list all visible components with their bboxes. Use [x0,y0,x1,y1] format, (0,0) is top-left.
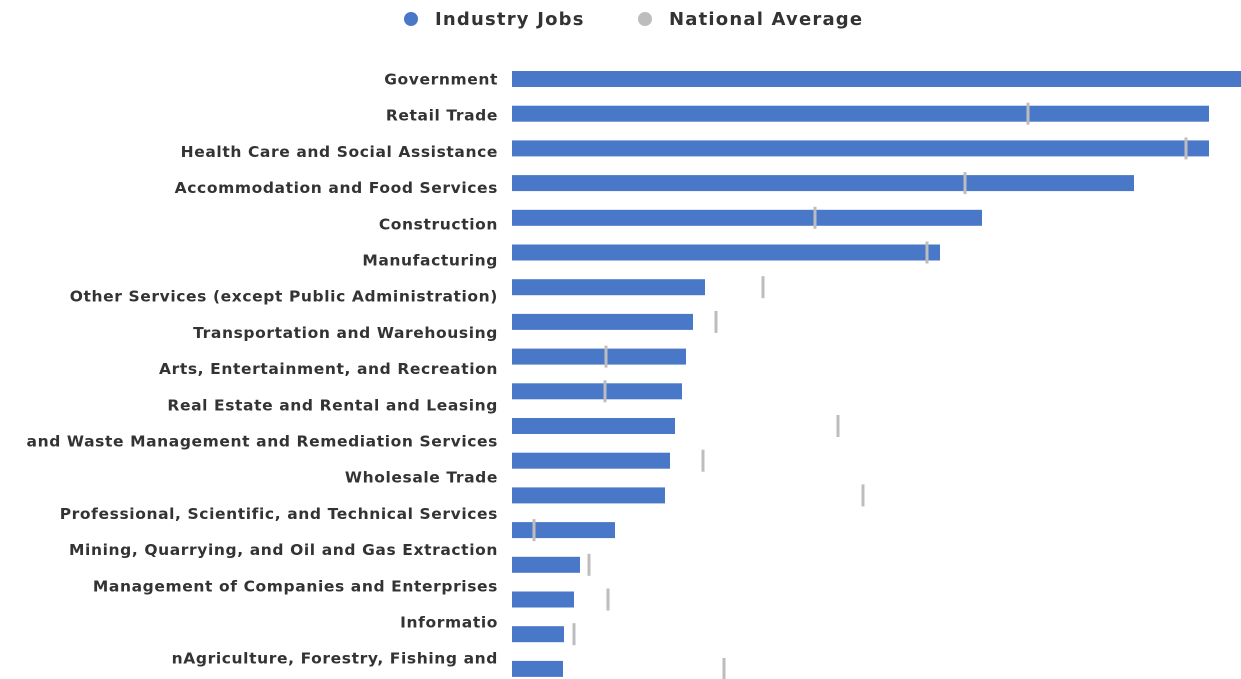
legend-swatch [404,12,418,26]
category-label: nAgriculture, Forestry, Fishing and [172,650,498,668]
bar [512,452,670,469]
legend-label: National Average [669,9,863,30]
category-label: Transportation and Warehousing [193,324,498,342]
average-marker [604,345,608,368]
category-label: Manufacturing [362,252,498,270]
average-marker [722,657,726,679]
bar [512,105,1209,122]
legend-label: Industry Jobs [435,9,585,30]
average-marker [572,623,576,646]
bar [512,660,563,677]
average-marker [1184,137,1188,160]
average-marker [836,415,840,437]
category-label: and Waste Management and Remediation Ser… [27,433,498,451]
bar [512,556,580,573]
category-label: Management of Companies and Enterprises [93,577,498,595]
average-marker [714,310,718,333]
bar [512,244,940,261]
category-label: Arts, Entertainment, and Recreation [159,360,498,378]
category-label: Health Care and Social Assistance [181,143,498,161]
category-label: Construction [379,215,498,233]
bar [512,140,1209,157]
category-label: Retail Trade [386,107,498,125]
average-marker [532,519,536,542]
category-label: Professional, Scientific, and Technical … [60,505,498,523]
category-label: Informatio [400,614,498,632]
bar [512,348,686,365]
average-marker [925,241,929,264]
category-label: Other Services (except Public Administra… [70,288,498,306]
category-label: Mining, Quarrying, and Oil and Gas Extra… [69,541,498,559]
average-marker [761,276,765,299]
bar [512,71,1241,87]
average-marker [813,206,817,229]
average-marker [963,172,967,195]
average-marker [603,380,607,403]
bar [512,487,665,504]
bar [512,279,705,296]
bar [512,383,682,400]
bar [512,626,564,643]
average-marker [861,484,865,507]
average-marker [1026,102,1030,125]
category-label: Real Estate and Rental and Leasing [167,396,498,414]
bar [512,209,982,226]
average-marker [701,449,705,472]
legend-swatch [638,12,652,26]
category-label: Government [384,71,498,89]
bar [512,418,675,434]
average-marker [606,588,610,611]
category-label: Wholesale Trade [345,469,498,487]
bar [512,175,1134,192]
average-marker [587,553,591,576]
bar [512,522,615,539]
bar [512,591,574,608]
category-label: Accommodation and Food Services [175,179,498,197]
bar [512,313,693,330]
